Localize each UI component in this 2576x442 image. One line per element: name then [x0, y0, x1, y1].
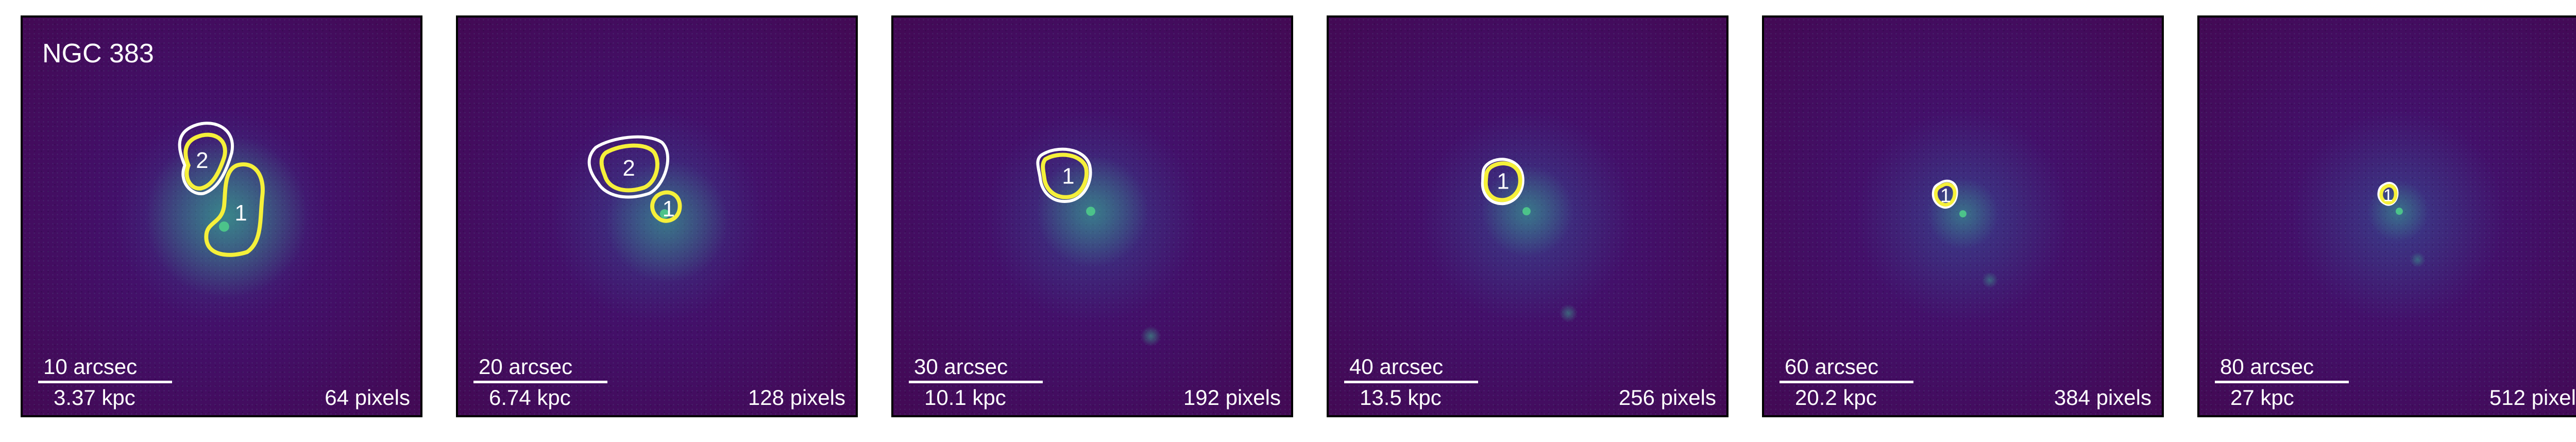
scalebar-arcsec-label: 20 arcsec [479, 354, 573, 379]
galaxy-core [659, 209, 669, 218]
region-1-contour [204, 162, 265, 257]
region-label: 1 [2383, 186, 2393, 205]
region-label: 1 [1497, 169, 1509, 194]
image-panel-64px: 2 1 NGC 383 10 arcsec 3.37 kpc 64 pixels [21, 15, 422, 417]
scalebar-kpc-label: 20.2 kpc [1795, 385, 1877, 410]
region-2-outer-contour [178, 122, 234, 195]
source-overlay: 1 [2367, 180, 2429, 267]
region-label: 2 [196, 148, 208, 173]
scalebar [1780, 381, 1913, 383]
background-source [1559, 304, 1578, 322]
region-label: 2 [622, 156, 635, 181]
emission-halo [145, 134, 309, 298]
region-1-outer-contour [1931, 179, 1958, 209]
scalebar-arcsec-label: 30 arcsec [914, 354, 1008, 379]
image-panel-192px: 1 30 arcsec 10.1 kpc 192 pixels [891, 15, 1293, 417]
region-1-contour [1041, 152, 1089, 199]
background-source [2410, 252, 2426, 267]
galaxy-core [2396, 208, 2403, 215]
scalebar-kpc-label: 27 kpc [2230, 385, 2294, 410]
source-overlay: 2 1 [145, 122, 309, 298]
image-panel-384px: 1 60 arcsec 20.2 kpc 384 pixels [1762, 15, 2164, 417]
region-2-contour [183, 132, 227, 191]
scalebar [38, 381, 172, 383]
scalebar-kpc-label: 13.5 kpc [1360, 385, 1442, 410]
scalebar-kpc-label: 6.74 kpc [489, 385, 571, 410]
region-1-outer-contour [1036, 147, 1092, 203]
region-label: 1 [1940, 184, 1951, 206]
region-1-contour [2379, 184, 2398, 205]
scalebar [2215, 381, 2349, 383]
background-source [1141, 326, 1161, 347]
region-2-outer-contour [587, 135, 670, 199]
background-source [1981, 271, 1998, 288]
image-panel-128px: 2 1 20 arcsec 6.74 kpc 128 pixels [456, 15, 858, 417]
galaxy-core [1959, 210, 1967, 217]
region-label: 1 [663, 197, 675, 222]
pixel-size-label: 512 pixels [2489, 385, 2576, 410]
galaxy-core [219, 221, 229, 232]
galaxy-core [1086, 207, 1095, 216]
source-overlay: 1 [1927, 178, 1999, 288]
source-overlay: 2 1 [587, 135, 728, 283]
region-1-outer-contour [1481, 158, 1524, 206]
pixel-size-label: 128 pixels [748, 385, 845, 410]
region-1-contour [1483, 161, 1522, 202]
pixel-size-label: 384 pixels [2054, 385, 2151, 410]
galaxy-name: NGC 383 [42, 39, 154, 69]
image-panel-256px: 1 40 arcsec 13.5 kpc 256 pixels [1327, 15, 1728, 417]
scalebar-kpc-label: 3.37 kpc [54, 385, 135, 410]
scalebar [1344, 381, 1478, 383]
scalebar [909, 381, 1043, 383]
region-2-contour [599, 143, 659, 193]
region-1-contour [650, 190, 682, 223]
pixel-size-label: 192 pixels [1183, 385, 1281, 410]
source-overlay: 1 [1036, 147, 1161, 347]
scalebar-arcsec-label: 10 arcsec [43, 354, 138, 379]
scalebar-arcsec-label: 60 arcsec [1785, 354, 1879, 379]
scalebar-arcsec-label: 80 arcsec [2220, 354, 2314, 379]
scalebar [473, 381, 607, 383]
image-panel-512px: 1 80 arcsec 27 kpc 512 pixels [2197, 15, 2576, 417]
scalebar-arcsec-label: 40 arcsec [1349, 354, 1444, 379]
pixel-size-label: 256 pixels [1618, 385, 1716, 410]
scalebar-kpc-label: 10.1 kpc [924, 385, 1006, 410]
galaxy-core [1522, 207, 1531, 216]
region-label: 1 [1062, 164, 1074, 189]
pixel-size-label: 64 pixels [325, 385, 410, 410]
region-1-contour [1934, 182, 1957, 207]
region-label: 1 [235, 201, 247, 226]
source-overlay: 1 [1481, 158, 1578, 322]
